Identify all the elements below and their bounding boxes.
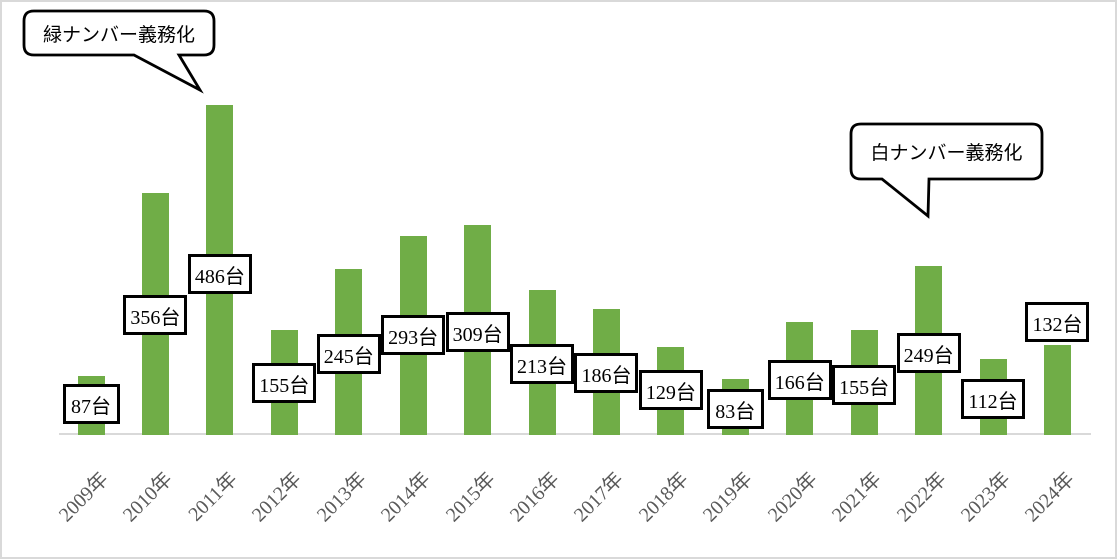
bar-2024[interactable] [1043,345,1071,435]
data-label-2016: 213台 [510,344,574,384]
data-label-2011: 486台 [187,254,252,294]
callout-white-mandate[interactable] [847,119,1047,221]
data-label-2015: 309台 [445,312,510,352]
data-label-2019: 83台 [706,389,764,429]
data-label-2014: 293台 [381,315,446,355]
callout-green-mandate[interactable] [22,9,222,99]
data-label-2013: 245台 [316,334,381,374]
data-label-2021: 155台 [832,365,897,405]
data-label-2023: 112台 [961,379,1026,419]
data-label-2010: 356台 [123,295,188,335]
callout-white-mandate-shape [849,122,1044,219]
data-label-2018: 129台 [638,370,703,410]
data-label-2020: 166台 [767,360,832,400]
x-axis-line [59,433,1091,435]
callout-white-mandate-label: 白ナンバー義務化 [870,143,1023,164]
data-label-2017: 186台 [574,353,639,393]
callout-green-mandate-shape [22,9,216,94]
data-label-2024: 132台 [1025,302,1090,342]
data-label-2012: 155台 [252,363,317,403]
data-label-2022: 249台 [896,333,961,373]
data-label-2009: 87台 [62,384,120,424]
callout-green-mandate-label: 緑ナンバー義務化 [42,24,195,46]
